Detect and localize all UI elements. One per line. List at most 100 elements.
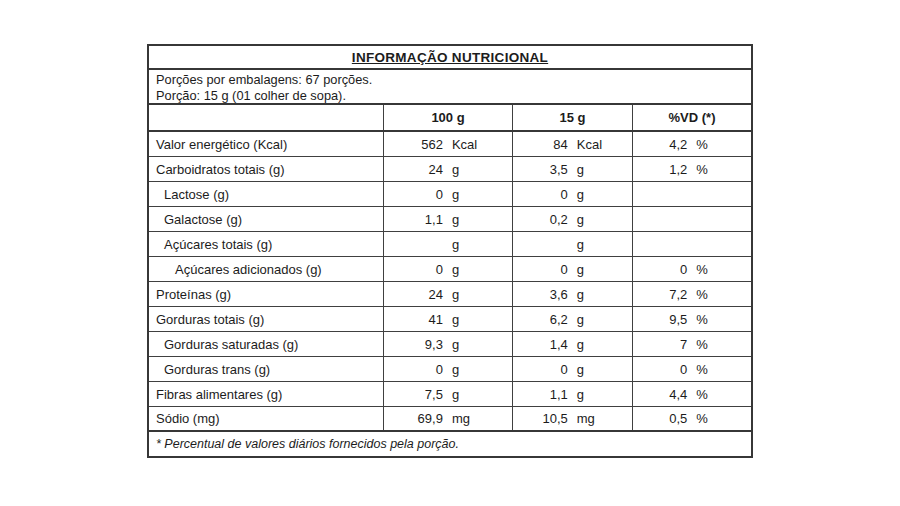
row-label: Carboidratos totais (g) [149, 157, 383, 181]
value-unit: g [568, 387, 584, 402]
value-unit: g [568, 312, 584, 327]
table-row: Sódio (mg)69,9mg10,5mg0,5% [149, 407, 751, 432]
value-number: 0 [513, 262, 568, 277]
footnote-text: * Percentual de valores diários fornecid… [156, 437, 459, 451]
value-unit: g [568, 262, 584, 277]
row-value-100g: 9,3g [383, 332, 512, 356]
footnote-row: * Percentual de valores diários fornecid… [149, 432, 751, 456]
value-number: 4,4 [633, 387, 687, 402]
value-unit: % [687, 262, 708, 277]
row-label: Proteínas (g) [149, 282, 383, 306]
column-header-100g: 100 g [383, 105, 512, 130]
value-number: 24 [384, 162, 443, 177]
value-number: 24 [384, 287, 443, 302]
value-number: 3,6 [513, 287, 568, 302]
row-label: Sódio (mg) [149, 407, 383, 430]
table-row: Açúcares adicionados (g)0g0g0% [149, 257, 751, 282]
value-unit: % [687, 137, 708, 152]
value-unit: Kcal [443, 137, 477, 152]
row-label: Açúcares totais (g) [149, 232, 383, 256]
value-number: 0 [633, 262, 687, 277]
value-number: 10,5 [513, 411, 568, 426]
value-unit: g [443, 312, 459, 327]
row-label: Galactose (g) [149, 207, 383, 231]
value-unit: g [443, 387, 459, 402]
row-value-percent-vd: 0% [632, 357, 751, 381]
row-value-percent-vd: 7,2% [632, 282, 751, 306]
value-number: 4,2 [633, 137, 687, 152]
value-unit: g [568, 187, 584, 202]
value-unit: % [687, 287, 708, 302]
servings-per-package: Porções por embalagens: 67 porções. [156, 72, 745, 88]
table-row: Gorduras saturadas (g)9,3g1,4g7% [149, 332, 751, 357]
row-label: Lactose (g) [149, 182, 383, 206]
table-title-row: INFORMAÇÃO NUTRICIONAL [149, 46, 751, 70]
value-unit: Kcal [568, 137, 602, 152]
row-value-percent-vd: 4,2% [632, 132, 751, 156]
row-value-percent-vd: 0% [632, 257, 751, 281]
row-value-percent-vd: 9,5% [632, 307, 751, 331]
value-unit: g [443, 287, 459, 302]
value-unit: g [443, 262, 459, 277]
value-unit: mg [443, 411, 470, 426]
row-value-percent-vd [632, 232, 751, 256]
row-value-percent-vd [632, 207, 751, 231]
row-value-100g: 7,5g [383, 382, 512, 406]
value-unit: g [443, 362, 459, 377]
value-unit: g [568, 162, 584, 177]
row-value-percent-vd [632, 182, 751, 206]
row-value-percent-vd: 4,4% [632, 382, 751, 406]
row-label: Gorduras saturadas (g) [149, 332, 383, 356]
table-row: Proteínas (g)24g3,6g7,2% [149, 282, 751, 307]
row-value-15g: 0g [512, 357, 632, 381]
value-unit: g [443, 162, 459, 177]
row-value-15g: 3,6g [512, 282, 632, 306]
value-number: 1,1 [384, 212, 443, 227]
table-row: Galactose (g)1,1g0,2g [149, 207, 751, 232]
value-number: 6,2 [513, 312, 568, 327]
row-value-percent-vd: 0,5% [632, 407, 751, 430]
row-value-15g: 1,4g [512, 332, 632, 356]
value-number: 7,2 [633, 287, 687, 302]
value-unit: g [568, 287, 584, 302]
value-unit: % [687, 411, 708, 426]
value-unit: g [568, 212, 584, 227]
row-label: Gorduras trans (g) [149, 357, 383, 381]
value-number: 7 [633, 337, 687, 352]
value-number: 84 [513, 137, 568, 152]
table-row: Açúcares totais (g) g g [149, 232, 751, 257]
value-unit: mg [568, 411, 595, 426]
value-number: 0,2 [513, 212, 568, 227]
value-number: 0 [633, 362, 687, 377]
row-value-15g: 0,2g [512, 207, 632, 231]
column-header-row: 100 g 15 g %VD (*) [149, 105, 751, 132]
value-number: 0 [513, 362, 568, 377]
value-number: 9,5 [633, 312, 687, 327]
table-row: Carboidratos totais (g)24g3,5g1,2% [149, 157, 751, 182]
row-label: Açúcares adicionados (g) [149, 257, 383, 281]
row-value-15g: 0g [512, 257, 632, 281]
value-unit: g [568, 237, 584, 252]
row-label: Fibras alimentares (g) [149, 382, 383, 406]
serving-size: Porção: 15 g (01 colher de sopa). [156, 88, 745, 104]
row-value-percent-vd: 7% [632, 332, 751, 356]
value-unit: % [687, 387, 708, 402]
row-label: Gorduras totais (g) [149, 307, 383, 331]
row-value-100g: 0g [383, 257, 512, 281]
value-unit: % [687, 162, 708, 177]
value-number: 9,3 [384, 337, 443, 352]
row-value-15g: 84Kcal [512, 132, 632, 156]
row-value-100g: g [383, 232, 512, 256]
value-unit: g [443, 237, 459, 252]
row-value-100g: 1,1g [383, 207, 512, 231]
table-row: Lactose (g)0g0g [149, 182, 751, 207]
value-number: 69,9 [384, 411, 443, 426]
column-header-15g: 15 g [512, 105, 632, 130]
table-row: Valor energético (Kcal)562Kcal84Kcal4,2% [149, 132, 751, 157]
value-unit: g [443, 212, 459, 227]
value-number: 0 [384, 262, 443, 277]
value-number: 41 [384, 312, 443, 327]
row-value-100g: 24g [383, 157, 512, 181]
row-value-15g: 10,5mg [512, 407, 632, 430]
row-value-100g: 0g [383, 182, 512, 206]
